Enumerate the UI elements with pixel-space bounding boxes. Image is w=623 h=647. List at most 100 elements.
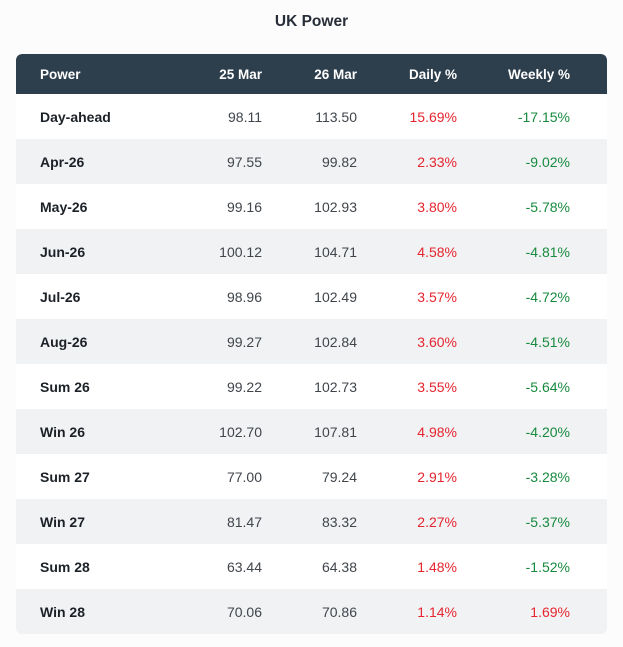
table-row: Aug-26 99.27 102.84 3.60% -4.51%: [16, 319, 607, 364]
price-25mar: 99.16: [226, 198, 262, 215]
row-label: Win 28: [40, 603, 85, 620]
daily-pct-value: 15.69%: [409, 108, 457, 125]
weekly-pct: -4.72%: [457, 289, 570, 305]
weekly-pct-value: -17.15%: [517, 108, 570, 125]
row-label: Sum 28: [40, 558, 90, 575]
page-title: UK Power: [274, 13, 349, 30]
daily-pct: 3.80%: [357, 199, 457, 215]
row-label: Win 27: [40, 513, 85, 530]
power-price-table: Power 25 Mar 26 Mar Daily % Weekly % Day…: [16, 54, 607, 634]
table-row: Win 28 70.06 70.86 1.14% 1.69%: [16, 589, 607, 634]
daily-pct-value: 1.48%: [417, 558, 457, 575]
price-25mar: 98.96: [226, 288, 262, 305]
price-26mar: 102.73: [314, 378, 357, 395]
daily-pct-value: 3.55%: [417, 378, 457, 395]
daily-pct: 1.14%: [357, 604, 457, 620]
column-header-daily-pct: Daily %: [408, 66, 457, 82]
table-body: Day-ahead 98.11 113.50 15.69% -17.15% Ap…: [16, 94, 607, 634]
daily-pct: 4.58%: [357, 244, 457, 260]
weekly-pct-value: -1.52%: [525, 558, 570, 575]
price-25mar: 100.12: [219, 243, 262, 260]
table-row: Jun-26 100.12 104.71 4.58% -4.81%: [16, 229, 607, 274]
daily-pct-value: 2.33%: [417, 153, 457, 170]
weekly-pct: -4.51%: [457, 334, 570, 350]
daily-pct: 2.33%: [357, 154, 457, 170]
weekly-pct-value: -3.28%: [525, 468, 570, 485]
row-label: Aug-26: [40, 333, 88, 350]
price-25mar: 63.44: [226, 558, 262, 575]
daily-pct-value: 1.14%: [417, 603, 457, 620]
weekly-pct-value: -5.64%: [525, 378, 570, 395]
price-26mar: 64.38: [321, 558, 357, 575]
weekly-pct: -5.37%: [457, 514, 570, 530]
price-25mar: 70.06: [226, 603, 262, 620]
price-26mar: 107.81: [314, 423, 357, 440]
price-25mar: 99.22: [226, 378, 262, 395]
price-26mar: 102.93: [314, 198, 357, 215]
weekly-pct: -4.81%: [457, 244, 570, 260]
weekly-pct: -1.52%: [457, 559, 570, 575]
weekly-pct: -9.02%: [457, 154, 570, 170]
table-row: Sum 26 99.22 102.73 3.55% -5.64%: [16, 364, 607, 409]
row-label: Win 26: [40, 423, 85, 440]
price-26mar: 79.24: [321, 468, 357, 485]
daily-pct: 4.98%: [357, 424, 457, 440]
daily-pct-value: 4.98%: [417, 423, 457, 440]
weekly-pct: -4.20%: [457, 424, 570, 440]
daily-pct: 2.27%: [357, 514, 457, 530]
row-label: Jul-26: [40, 288, 81, 305]
weekly-pct-value: 1.69%: [530, 603, 570, 620]
weekly-pct-value: -9.02%: [525, 153, 570, 170]
price-26mar: 70.86: [321, 603, 357, 620]
daily-pct-value: 2.27%: [417, 513, 457, 530]
daily-pct-value: 2.91%: [417, 468, 457, 485]
column-header-power: Power: [40, 66, 81, 82]
weekly-pct-value: -5.37%: [525, 513, 570, 530]
table-row: Sum 27 77.00 79.24 2.91% -3.28%: [16, 454, 607, 499]
price-26mar: 102.84: [314, 333, 357, 350]
row-label: Apr-26: [40, 153, 85, 170]
price-25mar: 99.27: [226, 333, 262, 350]
price-26mar: 83.32: [321, 513, 357, 530]
weekly-pct: -5.78%: [457, 199, 570, 215]
row-label: Sum 26: [40, 378, 90, 395]
price-25mar: 97.55: [226, 153, 262, 170]
table-row: Sum 28 63.44 64.38 1.48% -1.52%: [16, 544, 607, 589]
table-row: Apr-26 97.55 99.82 2.33% -9.02%: [16, 139, 607, 184]
column-header-25mar: 25 Mar: [219, 66, 262, 82]
price-25mar: 77.00: [226, 468, 262, 485]
row-label: May-26: [40, 198, 88, 215]
weekly-pct-value: -4.72%: [525, 288, 570, 305]
daily-pct: 2.91%: [357, 469, 457, 485]
daily-pct-value: 3.57%: [417, 288, 457, 305]
table-row: Day-ahead 98.11 113.50 15.69% -17.15%: [16, 94, 607, 139]
row-label: Day-ahead: [40, 108, 111, 125]
row-label: Sum 27: [40, 468, 90, 485]
price-25mar: 98.11: [228, 108, 262, 125]
daily-pct-value: 4.58%: [417, 243, 457, 260]
daily-pct: 3.55%: [357, 379, 457, 395]
weekly-pct: -17.15%: [457, 109, 570, 125]
weekly-pct: 1.69%: [457, 604, 570, 620]
price-26mar: 99.82: [321, 153, 357, 170]
daily-pct: 1.48%: [357, 559, 457, 575]
price-26mar: 113.50: [315, 108, 357, 125]
weekly-pct-value: -4.20%: [525, 423, 570, 440]
weekly-pct: -3.28%: [457, 469, 570, 485]
price-26mar: 104.71: [314, 243, 357, 260]
table-row: Win 26 102.70 107.81 4.98% -4.20%: [16, 409, 607, 454]
daily-pct: 3.57%: [357, 289, 457, 305]
price-25mar: 81.47: [226, 513, 262, 530]
weekly-pct: -5.64%: [457, 379, 570, 395]
table-row: Win 27 81.47 83.32 2.27% -5.37%: [16, 499, 607, 544]
daily-pct: 15.69%: [357, 109, 457, 125]
weekly-pct-value: -5.78%: [525, 198, 570, 215]
weekly-pct-value: -4.81%: [525, 243, 570, 260]
column-header-26mar: 26 Mar: [314, 66, 357, 82]
price-25mar: 102.70: [219, 423, 262, 440]
weekly-pct-value: -4.51%: [525, 333, 570, 350]
price-26mar: 102.49: [314, 288, 357, 305]
daily-pct: 3.60%: [357, 334, 457, 350]
daily-pct-value: 3.80%: [417, 198, 457, 215]
table-row: Jul-26 98.96 102.49 3.57% -4.72%: [16, 274, 607, 319]
